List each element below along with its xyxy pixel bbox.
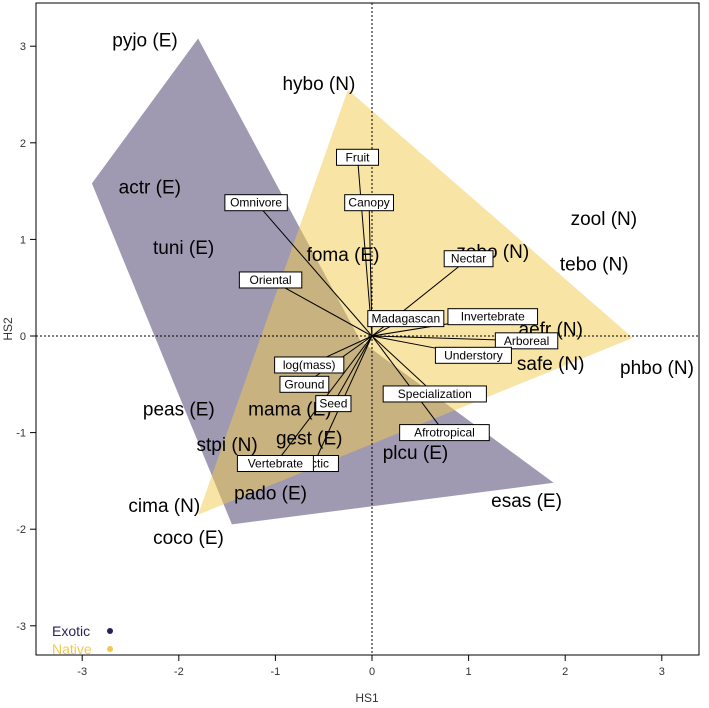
trait-label: log(mass) [283, 358, 336, 372]
hull-native [198, 89, 633, 515]
y-tick-label: 1 [20, 234, 26, 246]
species-label: hybo (N) [282, 74, 355, 95]
trait-box [224, 194, 288, 212]
trait-label-group: Nectar [443, 250, 494, 268]
trait-labels: Fruit Canopy Omnivore Oriental Nectar Madagas… [224, 148, 559, 473]
trait-box [443, 250, 494, 268]
plot-frame [35, 2, 700, 656]
species-label: phbo (N) [620, 358, 694, 379]
species-label: plcu (E) [383, 443, 448, 464]
trait-box [315, 395, 352, 413]
trait-label: Ground [284, 377, 324, 391]
trait-arrow [358, 157, 373, 337]
y-tick-label: -3 [16, 621, 26, 633]
species-label: zool (N) [571, 209, 638, 230]
y-tick-label: 0 [20, 331, 26, 343]
y-tick-label: 2 [20, 138, 26, 150]
hull-layer [91, 38, 633, 525]
species-label: foma (E) [307, 245, 380, 266]
y-tick-label: -2 [16, 524, 26, 536]
trait-label-group: Seed [315, 395, 352, 413]
trait-box [434, 346, 512, 364]
trait-label: Afrotropical [414, 426, 475, 440]
x-axis-title: HS1 [355, 691, 379, 705]
legend-label-exotic: Exotic [52, 623, 90, 639]
y-tick-label: -1 [16, 428, 26, 440]
trait-label: Arboreal [504, 334, 549, 348]
y-axis-title: HS2 [1, 317, 15, 341]
trait-box [336, 148, 380, 166]
species-label: cima (N) [128, 496, 200, 517]
trait-label: Seed [319, 397, 347, 411]
axis-ticks: -3 -2 -1 0 1 2 3 -3 -2 -1 0 1 2 3 [16, 41, 665, 678]
trait-box [238, 271, 303, 289]
trait-box [274, 356, 345, 374]
trait-label: Vertebrate [248, 457, 304, 471]
trait-arrow [371, 335, 444, 433]
trait-box [279, 375, 330, 393]
trait-box [236, 455, 314, 473]
legend-label-native: Native [52, 641, 92, 657]
species-label: safe (N) [517, 354, 585, 375]
legend-marker-native [107, 646, 113, 652]
trait-label: Fruit [346, 150, 371, 164]
species-label: pyjo (E) [112, 30, 177, 51]
trait-label-group: Oriental [238, 271, 303, 289]
trait-box [344, 194, 395, 212]
x-tick-label: -2 [174, 666, 184, 678]
trait-arrow [371, 335, 435, 394]
species-label: peas (E) [143, 399, 215, 420]
trait-box [447, 308, 539, 326]
legend: Exotic Native [52, 623, 113, 657]
trait-label: Invertebrate [461, 310, 525, 324]
species-label: actr (E) [119, 177, 181, 198]
x-tick-label: -1 [271, 666, 281, 678]
species-label: tebo (N) [560, 255, 629, 276]
trait-label-group: Arboreal [494, 332, 559, 350]
species-label: mama (E) [248, 399, 331, 420]
x-tick-label: 3 [659, 666, 665, 678]
species-label: gest (E) [276, 428, 343, 449]
species-label: stpi (N) [196, 435, 257, 456]
species-label: tuni (E) [153, 238, 214, 259]
y-tick-label: 3 [20, 41, 26, 53]
trait-label: Oriental [250, 273, 292, 287]
trait-label-group: Canopy [344, 194, 395, 212]
species-label: pado (E) [234, 483, 307, 504]
trait-label-group: Afrotropical [399, 424, 490, 442]
x-tick-label: 2 [562, 666, 568, 678]
x-tick-label: -3 [77, 666, 87, 678]
trait-label-group: Specialization [382, 385, 487, 403]
trait-label: Canopy [348, 196, 389, 210]
trait-label-group: Invertebrate [447, 308, 539, 326]
trait-label-group: Ground [279, 375, 330, 393]
trait-label-group: Understory [434, 346, 512, 364]
trait-label: Understory [444, 348, 503, 362]
trait-label-group: Madagascan [367, 310, 445, 328]
trait-label: Specialization [398, 387, 472, 401]
trait-arrow [271, 280, 373, 337]
trait-box [494, 332, 559, 350]
x-tick-label: 1 [466, 666, 472, 678]
trait-box [367, 310, 445, 328]
species-label: esas (E) [491, 491, 562, 512]
trait-arrow [256, 203, 373, 337]
trait-box [399, 424, 490, 442]
trait-label: Omnivore [230, 196, 282, 210]
trait-label: Nectar [451, 252, 486, 266]
species-label: coco (E) [153, 528, 224, 549]
trait-label-group: Vertebrate [236, 455, 314, 473]
legend-marker-exotic [107, 628, 113, 634]
trait-box [382, 385, 487, 403]
trait-label-group: Omnivore [224, 194, 288, 212]
trait-label: Madagascan [371, 312, 440, 326]
x-tick-label: 0 [369, 666, 375, 678]
trait-label-group: log(mass) [274, 356, 345, 374]
trait-arrow [333, 335, 373, 404]
trait-label-group: Fruit [336, 148, 380, 166]
